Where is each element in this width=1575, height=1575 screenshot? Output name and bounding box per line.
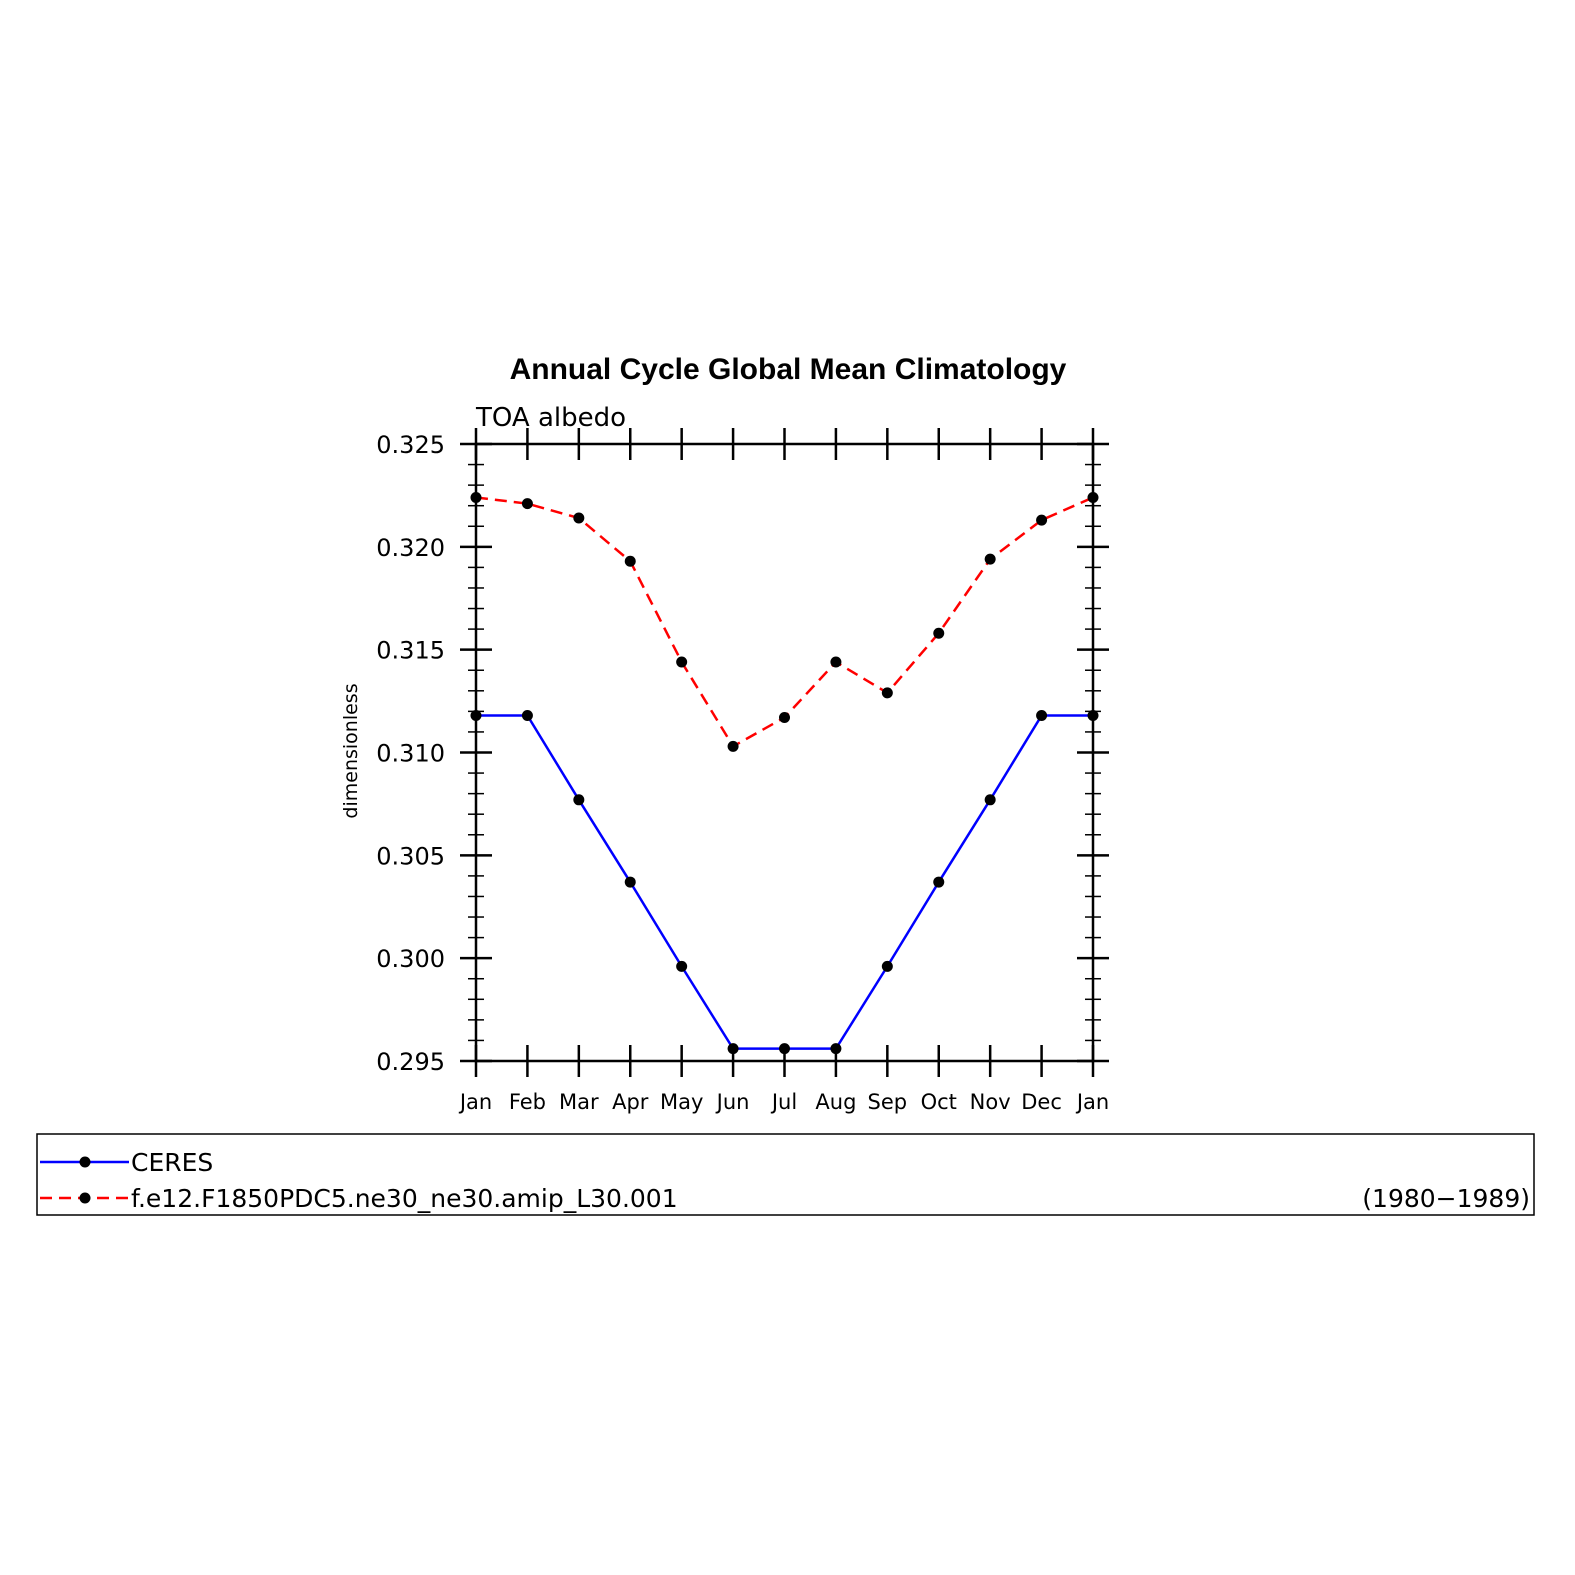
x-tick-label: Mar <box>559 1090 599 1114</box>
x-tick-label: May <box>660 1090 703 1114</box>
series-1-point <box>727 1043 739 1055</box>
legend-label-2: f.e12.F1850PDC5.ne30_ne30.amip_L30.001 <box>131 1184 678 1213</box>
series-1-point <box>624 876 636 888</box>
x-tick-labels: Jan Feb Mar Apr May Jun Jul Aug Sep Oct Nov Dec Jan <box>458 1090 1109 1114</box>
series-2-point <box>933 627 945 639</box>
x-tick-label: Sep <box>868 1090 908 1114</box>
series-2-point <box>624 555 636 567</box>
legend: CERES f.e12.F1850PDC5.ne30_ne30.amip_L30.… <box>36 1133 1535 1216</box>
series-2-point <box>830 656 842 668</box>
series-1-point <box>830 1043 842 1055</box>
x-tick-label: Nov <box>970 1090 1011 1114</box>
y-axis-label: dimensionless <box>340 683 362 818</box>
legend-years-2: (1980−1989) <box>1362 1184 1530 1213</box>
chart-title: Annual Cycle Global Mean Climatology <box>510 353 1067 386</box>
series-2-point <box>521 498 533 510</box>
y-tick-label: 0.295 <box>376 1048 445 1076</box>
series-1-point <box>521 709 533 721</box>
series-lines <box>470 491 1099 1055</box>
legend-box <box>36 1133 1535 1216</box>
x-tick-label: Feb <box>509 1090 546 1114</box>
series-2-point <box>881 687 893 699</box>
series-1-point <box>984 794 996 806</box>
legend-label-1: CERES <box>131 1148 213 1177</box>
y-tick-label: 0.320 <box>376 534 445 562</box>
series-2-point <box>984 553 996 565</box>
x-tick-label: Jan <box>458 1090 492 1114</box>
y-tick-label: 0.300 <box>376 945 445 973</box>
y-tick-label: 0.325 <box>376 431 445 459</box>
x-tick-label: Jul <box>770 1090 797 1114</box>
chart-subtitle: TOA albedo <box>475 403 626 433</box>
y-tick-label: 0.315 <box>376 637 445 665</box>
x-tick-label: Apr <box>612 1090 649 1114</box>
series-1-point <box>779 1043 790 1055</box>
x-tick-label: Jan <box>1075 1090 1109 1114</box>
y-tick-labels: 0.295 0.300 0.305 0.310 0.315 0.320 0.325 <box>376 431 445 1076</box>
series-2-point <box>1036 514 1048 526</box>
series-1-point <box>676 960 688 972</box>
series-1-point <box>1036 709 1048 721</box>
series-2-point <box>676 656 688 668</box>
y-tick-label: 0.305 <box>376 842 445 870</box>
x-tick-label: Aug <box>815 1090 856 1114</box>
series-line-1 <box>476 714 1093 1050</box>
y-tick-label: 0.310 <box>376 740 445 768</box>
series-1-point <box>881 960 893 972</box>
plot-frame <box>474 442 1095 1063</box>
series-2-point <box>573 512 585 524</box>
series-1-point <box>573 794 585 806</box>
series-line-2 <box>475 496 1094 749</box>
x-tick-label: Jun <box>715 1090 750 1114</box>
series-1-point <box>933 876 945 888</box>
x-tick-label: Dec <box>1021 1090 1062 1114</box>
legend-marker-1 <box>79 1156 91 1168</box>
series-2-point <box>779 712 790 724</box>
legend-marker-2 <box>79 1192 91 1204</box>
axis-ticks <box>460 428 1109 1077</box>
x-tick-label: Oct <box>921 1090 957 1114</box>
series-2-point <box>727 740 739 752</box>
